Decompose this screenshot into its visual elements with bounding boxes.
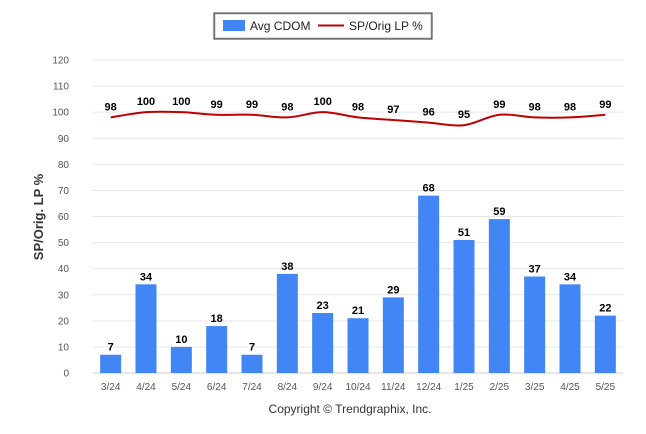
copyright-footer: Copyright © Trendgraphix, Inc. — [269, 402, 432, 416]
x-tick-label: 3/24 — [101, 382, 121, 393]
bar-value-label: 18 — [211, 313, 223, 325]
y-axis-title: SP/Orig. LP % — [31, 173, 46, 260]
bar-value-label: 7 — [249, 342, 255, 354]
line-value-label: 100 — [137, 96, 155, 108]
line-value-label: 100 — [172, 96, 190, 108]
bar-series — [100, 195, 616, 373]
y-tick-label: 0 — [63, 369, 69, 380]
y-tick-label: 20 — [58, 316, 70, 327]
line-value-label: 96 — [423, 107, 435, 119]
bar — [241, 354, 263, 373]
y-axis-ticks: 0 10 20 30 40 50 60 70 80 90 100 110 120 — [52, 56, 69, 380]
y-tick-label: 70 — [58, 186, 70, 197]
y-tick-label: 110 — [53, 82, 69, 93]
bar — [418, 195, 440, 373]
bar — [594, 315, 616, 373]
y-tick-label: 60 — [58, 212, 70, 223]
line-data-labels: 98 100 100 99 99 98 100 98 97 96 95 99 98 98 99 — [105, 96, 612, 121]
bar — [135, 284, 157, 373]
bar-value-label: 59 — [493, 206, 505, 218]
x-tick-label: 12/24 — [416, 382, 441, 393]
line-value-label: 98 — [529, 101, 541, 113]
bar-value-label: 29 — [387, 284, 399, 296]
bar — [276, 273, 298, 373]
x-tick-label: 1/25 — [454, 382, 474, 393]
chart-legend: Avg CDOM SP/Orig LP % — [213, 12, 433, 40]
bar — [347, 318, 369, 373]
x-axis-ticks: 3/24 4/24 5/24 6/24 7/24 8/24 9/24 10/24 11/24 12… — [101, 382, 616, 393]
legend-label-avg-cdom: Avg CDOM — [250, 19, 310, 33]
bar — [488, 219, 510, 373]
bar-value-label: 21 — [352, 305, 364, 317]
bar — [453, 239, 475, 373]
bar-value-label: 38 — [281, 261, 293, 273]
gridlines — [93, 59, 623, 374]
bar — [170, 346, 192, 373]
y-tick-label: 100 — [52, 108, 69, 119]
y-tick-label: 120 — [52, 56, 69, 67]
bar-value-label: 10 — [175, 334, 187, 346]
y-tick-label: 10 — [58, 342, 70, 353]
y-tick-label: 80 — [58, 160, 70, 171]
x-tick-label: 8/24 — [278, 382, 298, 393]
bar — [206, 326, 228, 373]
line-value-label: 100 — [313, 96, 331, 108]
bar — [524, 276, 546, 373]
bar-value-label: 34 — [564, 271, 577, 283]
bar — [312, 313, 334, 373]
line-series — [110, 110, 606, 127]
line-value-label: 99 — [211, 99, 223, 111]
y-tick-label: 50 — [58, 238, 70, 249]
bar-value-label: 51 — [458, 227, 470, 239]
x-tick-label: 7/24 — [242, 382, 262, 393]
bar-value-label: 68 — [423, 183, 435, 195]
bar-value-label: 37 — [529, 263, 541, 275]
bar — [382, 297, 404, 373]
bar-value-label: 34 — [140, 271, 153, 283]
bar-data-labels: 7 34 10 18 7 38 23 21 29 68 51 59 37 34 22 — [108, 183, 612, 354]
x-tick-label: 6/24 — [207, 382, 227, 393]
x-tick-label: 11/24 — [381, 382, 406, 393]
bar — [100, 354, 122, 373]
bar-value-label: 23 — [317, 300, 329, 312]
x-tick-label: 3/25 — [525, 382, 545, 393]
legend-swatch-avg-cdom — [223, 20, 245, 31]
x-tick-label: 5/25 — [596, 382, 616, 393]
line-value-label: 95 — [458, 109, 470, 121]
line-value-label: 99 — [246, 99, 258, 111]
sp-orig-lp-line — [110, 110, 606, 127]
y-tick-label: 30 — [58, 290, 70, 301]
line-value-label: 98 — [564, 101, 576, 113]
x-tick-label: 4/24 — [136, 382, 156, 393]
x-tick-label: 9/24 — [313, 382, 333, 393]
x-tick-label: 5/24 — [172, 382, 192, 393]
bar — [559, 284, 581, 373]
bar-value-label: 7 — [108, 342, 114, 354]
line-value-label: 97 — [387, 104, 399, 116]
bar-value-label: 22 — [599, 303, 611, 315]
line-value-label: 98 — [281, 101, 293, 113]
line-value-label: 98 — [352, 101, 364, 113]
y-tick-label: 90 — [58, 134, 70, 145]
x-tick-label: 2/25 — [490, 382, 510, 393]
y-tick-label: 40 — [58, 264, 70, 275]
line-value-label: 98 — [105, 101, 117, 113]
x-tick-label: 10/24 — [345, 382, 370, 393]
legend-label-sp-orig-lp: SP/Orig LP % — [349, 19, 423, 33]
line-value-label: 99 — [493, 99, 505, 111]
line-value-label: 99 — [599, 99, 611, 111]
x-tick-label: 4/25 — [560, 382, 580, 393]
